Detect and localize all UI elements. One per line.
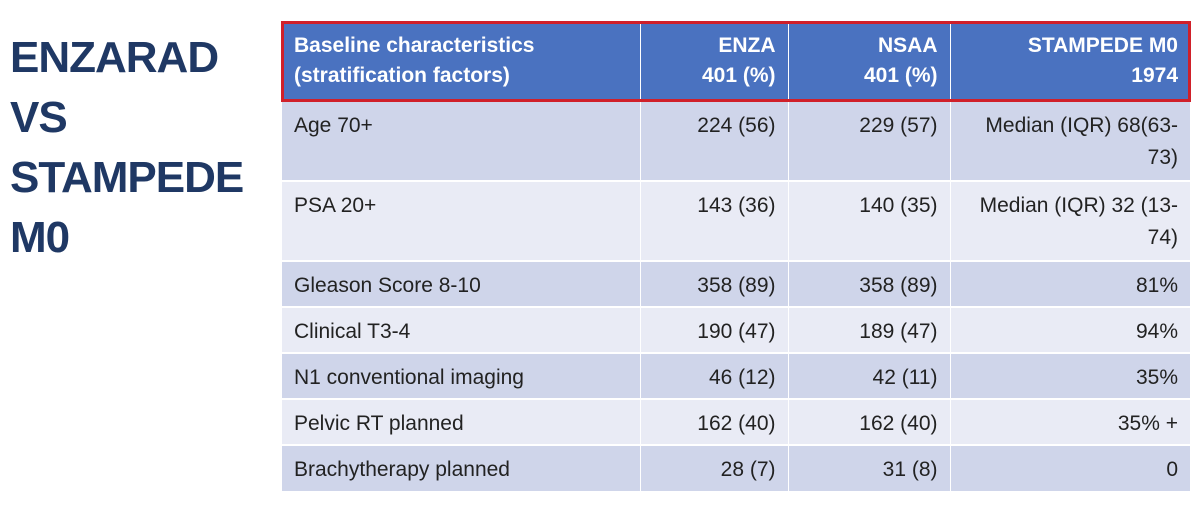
slide-title: ENZARAD VS STAMPEDE M0 [10,28,244,268]
header-cell: STAMPEDE M0 1974 [950,22,1190,101]
header-cell: Baseline characteristics (stratification … [282,22,641,101]
header-cell: ENZA 401 (%) [640,22,789,101]
row-label: PSA 20+ [282,180,641,261]
table-row: Pelvic RT planned 162 (40) 162 (40) 35% + [282,398,1190,445]
header-line: (stratification factors) [294,64,510,87]
table-cell: 224 (56) [640,100,789,181]
table-row: Age 70+ 224 (56) 229 (57) Median (IQR) 68(6… [282,100,1190,181]
table-row: Brachytherapy planned 28 (7) 31 (8) 0 [282,444,1190,491]
table-row: Clinical T3-4 190 (47) 189 (47) 94% [282,306,1190,353]
table-cell: 46 (12) [640,352,789,399]
title-line: M0 [10,213,70,262]
table-row: N1 conventional imaging 46 (12) 42 (11) 35% [282,352,1190,399]
table-cell: 140 (35) [788,180,951,261]
title-line: ENZARAD [10,33,219,82]
title-line: STAMPEDE [10,153,244,202]
table-row: PSA 20+ 143 (36) 140 (35) Median (IQR) 32 (… [282,180,1190,261]
baseline-table: Baseline characteristics (stratification … [281,21,1191,491]
header-row: Baseline characteristics (stratification … [281,21,1191,102]
header-cell: NSAA 401 (%) [788,22,951,101]
table-cell: 28 (7) [640,444,789,491]
header-line: 401 (%) [863,64,938,87]
table-cell: Median (IQR) 68(63-73) [950,100,1190,181]
table-cell: 31 (8) [788,444,951,491]
header-line: Baseline characteristics [294,34,535,57]
row-label: N1 conventional imaging [282,352,641,399]
header-line: STAMPEDE M0 [1027,34,1178,57]
table-cell: 81% [950,260,1190,307]
row-label: Pelvic RT planned [282,398,641,445]
table-cell: 42 (11) [788,352,951,399]
table-cell: 35% [950,352,1190,399]
table-cell: 358 (89) [788,260,951,307]
header-line: 1974 [1131,64,1178,87]
table-cell: 94% [950,306,1190,353]
table-cell: 35% + [950,398,1190,445]
row-label: Gleason Score 8-10 [282,260,641,307]
table-cell: 162 (40) [788,398,951,445]
table-cell: 0 [950,444,1190,491]
header-line: 401 (%) [701,64,776,87]
table-cell: 143 (36) [640,180,789,261]
table-cell: 162 (40) [640,398,789,445]
header-line: ENZA [718,34,776,57]
table-cell: 229 (57) [788,100,951,181]
table-cell: Median (IQR) 32 (13-74) [950,180,1190,261]
table-row: Gleason Score 8-10 358 (89) 358 (89) 81% [282,260,1190,307]
table-cell: 358 (89) [640,260,789,307]
row-label: Clinical T3-4 [282,306,641,353]
table-cell: 189 (47) [788,306,951,353]
header-line: NSAA [877,34,938,57]
title-line: VS [10,93,68,142]
row-label: Brachytherapy planned [282,444,641,491]
table-cell: 190 (47) [640,306,789,353]
row-label: Age 70+ [282,100,641,181]
